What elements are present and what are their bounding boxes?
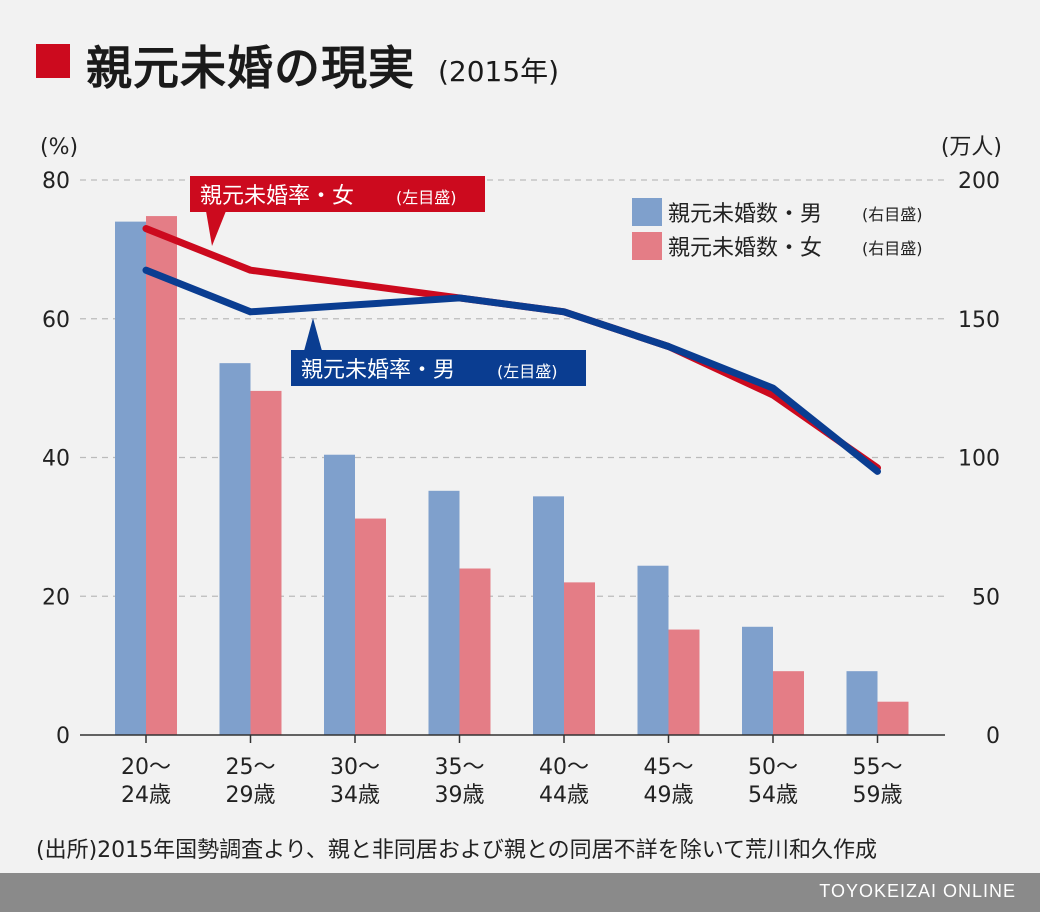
callout-label-female: 親元未婚率・女 xyxy=(200,184,354,209)
x-tick-label: 54歳 xyxy=(748,783,798,808)
callout-pointer-female xyxy=(206,211,226,246)
x-tick-label: 50〜 xyxy=(748,755,798,780)
callout-box-female xyxy=(190,176,485,212)
callout-suffix-female: (左目盛) xyxy=(396,188,457,207)
right-axis-unit: (万人) xyxy=(941,135,1002,160)
bar-female xyxy=(668,629,700,735)
right-tick-label: 100 xyxy=(958,447,1000,472)
left-tick-label: 0 xyxy=(56,724,70,749)
legend-suffix: (右目盛) xyxy=(862,205,923,224)
bar-male xyxy=(533,496,564,735)
footer-brand: TOYOKEIZAI ONLINE xyxy=(819,881,1016,901)
x-tick-label: 44歳 xyxy=(539,783,589,808)
bar-female xyxy=(355,518,386,735)
bar-male xyxy=(428,490,460,735)
x-tick-label: 59歳 xyxy=(853,783,903,808)
right-tick-label: 50 xyxy=(972,585,1000,610)
chart: (%) (万人) 0 20 40 60 80 0 50 100 150 200 20〜 24歳 25〜 29歳… xyxy=(40,135,1002,808)
x-tick-label: 34歳 xyxy=(330,783,380,808)
source-note: (出所)2015年国勢調査より、親と非同居および親との同居不詳を除いて荒川和久作… xyxy=(36,838,877,863)
callout-label-male: 親元未婚率・男 xyxy=(301,358,455,383)
bar-female xyxy=(564,582,595,735)
x-tick-label: 25〜 xyxy=(226,755,276,780)
legend-label: 親元未婚数・女 xyxy=(668,236,822,261)
right-tick-label: 150 xyxy=(958,308,1000,333)
title-mark xyxy=(36,44,70,78)
callout-pointer-male xyxy=(304,318,322,351)
left-tick-label: 80 xyxy=(42,169,70,194)
right-tick-label: 0 xyxy=(986,724,1000,749)
legend-suffix: (右目盛) xyxy=(862,239,923,258)
bar-male xyxy=(637,565,669,735)
bar-male xyxy=(115,221,146,735)
bar-female xyxy=(146,216,177,735)
left-tick-label: 40 xyxy=(42,447,70,472)
x-tick-label: 29歳 xyxy=(226,783,276,808)
x-tick-label: 45〜 xyxy=(644,755,694,780)
x-tick-label: 20〜 xyxy=(121,755,171,780)
x-tick-label: 40〜 xyxy=(539,755,589,780)
bar-female xyxy=(773,671,804,735)
x-tick-label: 39歳 xyxy=(435,783,485,808)
bar-male xyxy=(846,671,878,735)
bar-male xyxy=(324,454,355,735)
x-tick-label: 55〜 xyxy=(853,755,903,780)
left-axis-unit: (%) xyxy=(40,135,78,160)
right-tick-label: 200 xyxy=(958,169,1000,194)
bar-male xyxy=(219,363,251,735)
legend-swatch xyxy=(632,198,662,226)
legend-label: 親元未婚数・男 xyxy=(668,202,822,227)
bar-female xyxy=(250,390,282,735)
chart-subtitle: (2015年) xyxy=(438,55,560,88)
callout-box-male xyxy=(291,350,586,386)
footer-bar: TOYOKEIZAI ONLINE xyxy=(0,873,1040,912)
left-tick-label: 60 xyxy=(42,308,70,333)
bar-female xyxy=(459,568,491,735)
x-tick-label: 49歳 xyxy=(644,783,694,808)
chart-title: 親元未婚の現実 xyxy=(86,41,415,95)
x-tick-label: 30〜 xyxy=(330,755,380,780)
x-tick-label: 24歳 xyxy=(121,783,171,808)
line-male-rate xyxy=(142,266,881,475)
left-tick-label: 20 xyxy=(42,585,70,610)
callout-suffix-male: (左目盛) xyxy=(497,362,558,381)
legend-swatch xyxy=(632,232,662,260)
x-tick-label: 35〜 xyxy=(435,755,485,780)
bar-male xyxy=(742,626,773,735)
bar-female xyxy=(877,701,909,735)
